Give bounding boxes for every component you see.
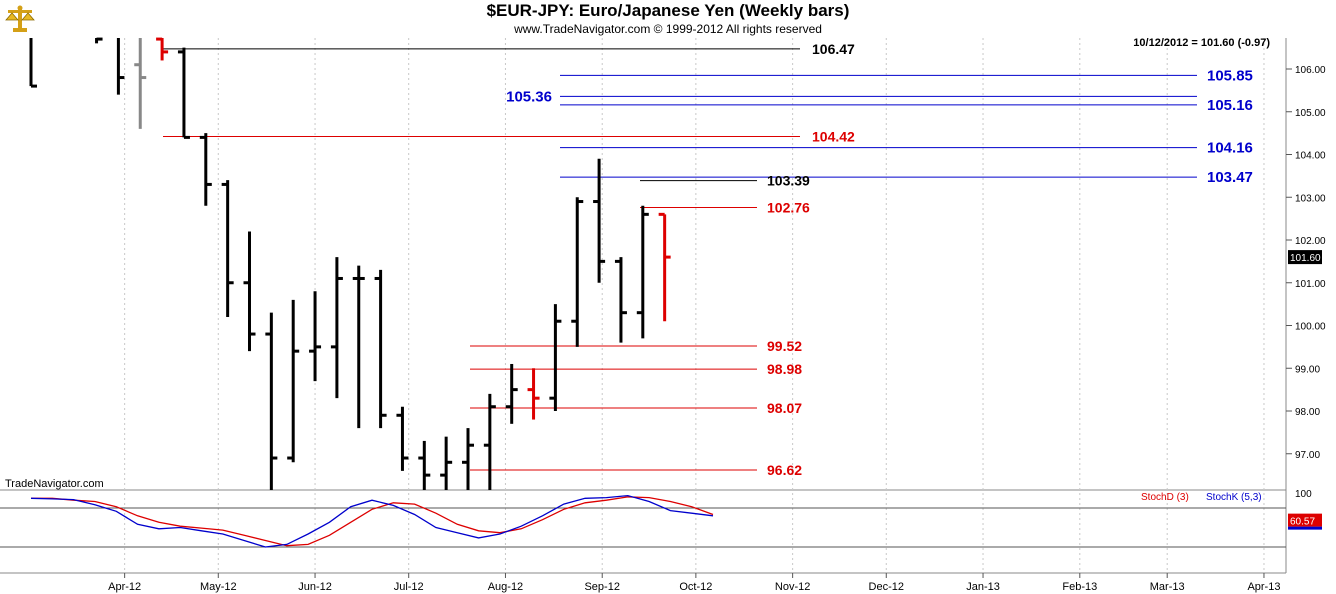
stoch-k-marker-box <box>1288 526 1322 530</box>
level-label-99.52: 99.52 <box>767 338 802 354</box>
y-tick-label: 100.00 <box>1295 322 1326 333</box>
copyright-line: www.TradeNavigator.com © 1999-2012 All r… <box>514 22 822 36</box>
x-tick-label: Nov-12 <box>775 581 810 593</box>
level-label-106.47: 106.47 <box>812 41 855 57</box>
scales-icon <box>4 4 36 39</box>
x-tick-label: Sep-12 <box>584 581 619 593</box>
last-value-readout: 10/12/2012 = 101.60 (-0.97) <box>1133 37 1270 49</box>
level-label-98.07: 98.07 <box>767 400 802 416</box>
y-tick-label: 104.00 <box>1295 151 1326 162</box>
x-tick-label: Aug-12 <box>488 581 523 593</box>
stochk-legend: StochK (5,3) <box>1206 492 1262 503</box>
chart-title: $EUR-JPY: Euro/Japanese Yen (Weekly bars… <box>486 1 850 20</box>
stoch-value-marker-box <box>1288 513 1322 527</box>
y-tick-label: 103.00 <box>1295 193 1326 204</box>
stochd-legend: StochD (3) <box>1141 492 1189 503</box>
x-tick-label: Apr-13 <box>1247 581 1280 593</box>
y-tick-label: 99.00 <box>1295 364 1320 375</box>
x-tick-label: Mar-13 <box>1150 581 1185 593</box>
y-tick-label: 98.00 <box>1295 407 1320 418</box>
x-tick-label: Feb-13 <box>1062 581 1097 593</box>
stochk-line <box>30 494 714 548</box>
level-label-105.16: 105.16 <box>1207 97 1253 114</box>
level-label-102.76: 102.76 <box>767 200 810 216</box>
level-label-98.98: 98.98 <box>767 361 802 377</box>
stochd-line <box>31 496 714 547</box>
y-tick-label: 102.00 <box>1295 236 1326 247</box>
stoch-y-tick-label: 100 <box>1295 489 1312 500</box>
y-tick-label: 101.00 <box>1295 279 1326 290</box>
level-label-104.16: 104.16 <box>1207 140 1253 157</box>
level-label-103.39: 103.39 <box>767 173 810 189</box>
x-tick-label: Dec-12 <box>869 581 904 593</box>
x-tick-label: Jun-12 <box>298 581 332 593</box>
y-tick-label: 106.00 <box>1295 65 1326 76</box>
level-label-96.62: 96.62 <box>767 462 802 478</box>
x-tick-label: Apr-12 <box>108 581 141 593</box>
x-tick-label: Jan-13 <box>966 581 1000 593</box>
y-tick-label: 105.00 <box>1295 108 1326 119</box>
x-tick-label: May-12 <box>200 581 237 593</box>
level-label-105.36: 105.36 <box>506 88 552 105</box>
level-label-104.42: 104.42 <box>812 129 855 145</box>
level-label-105.85: 105.85 <box>1207 67 1253 84</box>
watermark: TradeNavigator.com <box>5 478 104 490</box>
x-tick-label: Oct-12 <box>679 581 712 593</box>
price-marker-box <box>1288 250 1322 265</box>
y-tick-label: 97.00 <box>1295 450 1320 461</box>
level-label-103.47: 103.47 <box>1207 169 1253 186</box>
stoch-value-marker-label: 60.57 <box>1290 517 1315 528</box>
price-marker-label: 101.60 <box>1290 253 1321 264</box>
x-tick-label: Jul-12 <box>394 581 424 593</box>
